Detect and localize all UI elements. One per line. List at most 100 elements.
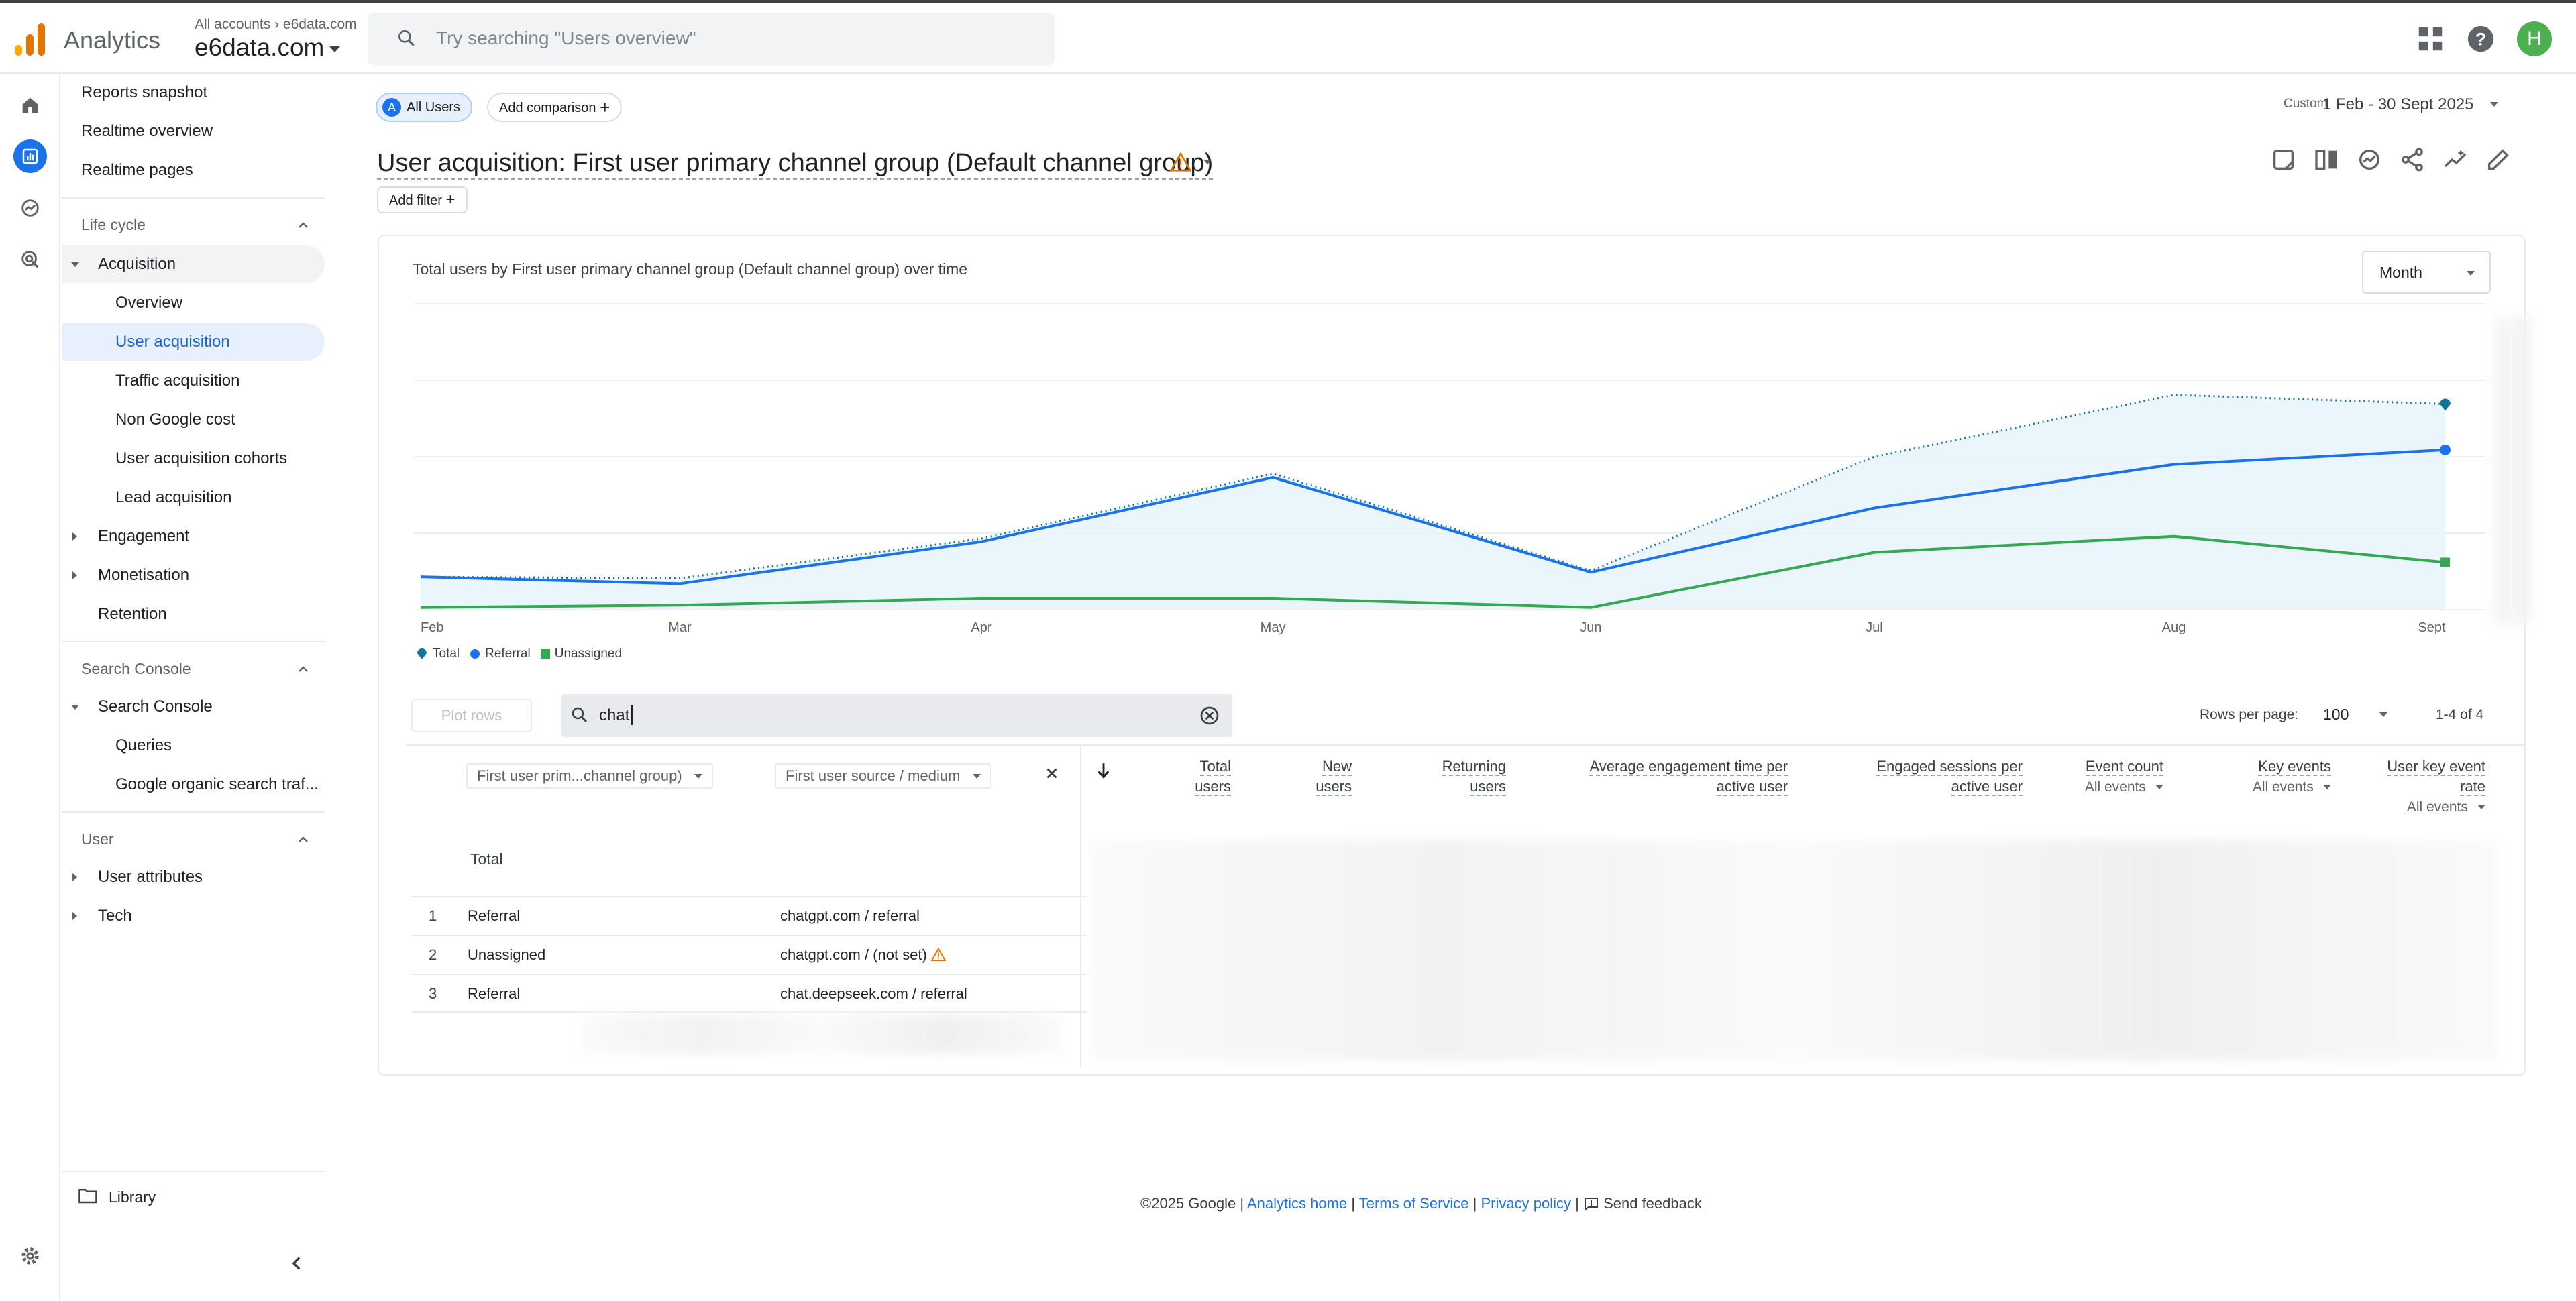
sidebar-item-overview[interactable]: Overview <box>115 294 183 312</box>
account-breadcrumb[interactable]: All accounts › e6data.com <box>195 17 357 32</box>
text-cursor <box>631 705 633 725</box>
sort-arrow-down-icon[interactable] <box>1095 760 1112 781</box>
sidebar-item-library[interactable]: Library <box>109 1188 156 1206</box>
privacy-link[interactable]: Privacy policy <box>1481 1195 1571 1212</box>
footer: ©2025 Google | Analytics home | Terms of… <box>1140 1195 1702 1212</box>
line-chart[interactable]: Feb Mar Apr May Jun Jul Aug Sept <box>406 303 2499 638</box>
sidebar-item-non-google-cost[interactable]: Non Google cost <box>115 410 235 429</box>
property-selector[interactable]: e6data.com <box>195 34 341 62</box>
event-filter-select[interactable]: All events <box>2084 779 2146 795</box>
title-caret-down-icon[interactable] <box>1203 160 1212 164</box>
apps-grid-icon[interactable] <box>2415 23 2446 54</box>
warning-icon[interactable] <box>1170 152 1191 172</box>
rows-per-page-select[interactable]: 100 <box>2323 705 2387 724</box>
caret-down-icon <box>694 774 702 779</box>
admin-gear-icon[interactable] <box>13 1239 47 1273</box>
terms-link[interactable]: Terms of Service <box>1358 1195 1469 1212</box>
divider <box>62 811 325 813</box>
chart-title: Total users by First user primary channe… <box>413 260 968 278</box>
insights-icon[interactable] <box>2356 146 2383 173</box>
x-tick-label: Jun <box>1580 620 1601 635</box>
col-event-count[interactable]: Event count All events <box>2084 758 2163 795</box>
add-filter-button[interactable]: Add filter + <box>377 186 468 213</box>
table-row[interactable]: 3 Referral chat.deepseek.com / referral <box>411 974 1087 1013</box>
table-search-input[interactable]: chat <box>561 694 1232 737</box>
help-icon[interactable]: ? <box>2465 23 2496 54</box>
col-returning-users[interactable]: Returning users <box>1442 758 1506 796</box>
col-engaged-sessions[interactable]: Engaged sessions per active user <box>1876 758 2023 796</box>
sidebar-item-acquisition[interactable]: Acquisition <box>62 245 325 283</box>
search-input[interactable]: Try searching "Users overview" <box>368 13 1055 65</box>
col-key-events[interactable]: Key events All events <box>2252 758 2331 795</box>
customize-report-icon[interactable] <box>2270 146 2297 173</box>
sidebar-item-retention[interactable]: Retention <box>98 605 167 623</box>
sidebar-item-engagement[interactable]: Engagement <box>62 518 325 555</box>
add-comparison-button[interactable]: Add comparison + <box>487 93 623 122</box>
plus-icon: + <box>600 97 610 117</box>
col-new-users[interactable]: New users <box>1316 758 1352 796</box>
caret-down-icon <box>972 774 981 779</box>
col-user-key-event-rate[interactable]: User key event rate All events <box>2387 758 2485 815</box>
table-row[interactable]: 2 Unassigned chatgpt.com / (not set) <box>411 935 1087 974</box>
divider <box>406 744 2526 746</box>
total-marker-icon <box>417 648 427 659</box>
legend-item-referral[interactable]: Referral <box>469 646 531 661</box>
remove-dimension-icon[interactable] <box>1043 765 1061 782</box>
send-feedback-button[interactable]: Send feedback <box>1583 1195 1702 1212</box>
avatar[interactable]: H <box>2517 21 2552 56</box>
sidebar-item-monetisation[interactable]: Monetisation <box>62 557 325 594</box>
point-unassigned-end <box>2440 557 2450 567</box>
trend-sparkle-icon[interactable] <box>2442 146 2469 173</box>
legend-item-unassigned[interactable]: Unassigned <box>540 646 622 661</box>
sidebar-item-traffic-acquisition[interactable]: Traffic acquisition <box>115 372 240 390</box>
comparison-chip-all-users[interactable]: A All Users <box>376 93 473 122</box>
granularity-select[interactable]: Month <box>2362 251 2491 294</box>
unassigned-marker-icon <box>540 649 550 659</box>
page-title[interactable]: User acquisition: First user primary cha… <box>377 148 1214 180</box>
sidebar-item-google-organic-search[interactable]: Google organic search traf... <box>115 775 319 793</box>
icon-rail <box>0 74 60 1301</box>
event-filter-select[interactable]: All events <box>2406 799 2468 815</box>
compare-columns-icon[interactable] <box>2313 146 2340 173</box>
dimension-select-primary[interactable]: First user prim...channel group) <box>466 763 713 789</box>
divider <box>62 1171 325 1172</box>
edit-pencil-icon[interactable] <box>2485 146 2512 173</box>
advertising-icon[interactable] <box>13 243 47 276</box>
sidebar-item-reports-snapshot[interactable]: Reports snapshot <box>81 83 208 101</box>
sidebar-item-search-console[interactable]: Search Console <box>62 688 325 726</box>
table-row[interactable]: 1 Referral chatgpt.com / referral <box>411 896 1087 935</box>
caret-down-icon <box>2477 805 2485 809</box>
home-icon[interactable] <box>13 89 47 122</box>
chevron-up-icon[interactable] <box>297 663 310 676</box>
plot-rows-button[interactable]: Plot rows <box>411 699 532 732</box>
collapse-nav-icon[interactable] <box>287 1254 306 1273</box>
sidebar-item-realtime-overview[interactable]: Realtime overview <box>81 122 213 140</box>
sidebar-item-user-acquisition-cohorts[interactable]: User acquisition cohorts <box>115 449 288 467</box>
chevron-up-icon[interactable] <box>297 833 310 846</box>
sidebar-item-user-acquisition[interactable]: User acquisition <box>62 323 325 361</box>
sidebar-item-queries[interactable]: Queries <box>115 736 172 754</box>
analytics-logo-icon[interactable] <box>15 23 46 56</box>
clear-search-icon[interactable] <box>1199 705 1220 726</box>
series-line-referral <box>420 448 2446 585</box>
legend-item-total[interactable]: Total <box>415 646 460 661</box>
date-range-picker[interactable]: 1 Feb - 30 Sept 2025 <box>2322 95 2499 114</box>
dimension-select-secondary[interactable]: First user source / medium <box>775 763 991 789</box>
col-total-users[interactable]: Total users <box>1195 758 1231 796</box>
sidebar-item-lead-acquisition[interactable]: Lead acquisition <box>115 488 232 506</box>
sidebar-item-user-attributes[interactable]: User attributes <box>62 858 325 896</box>
caret-down-icon <box>71 705 79 710</box>
share-icon[interactable] <box>2399 146 2426 173</box>
point-total-end <box>2440 398 2451 411</box>
explore-icon[interactable] <box>13 191 47 225</box>
section-user: User <box>81 830 114 848</box>
col-avg-engagement-time[interactable]: Average engagement time per active user <box>1589 758 1788 796</box>
reports-icon[interactable] <box>13 139 47 173</box>
analytics-home-link[interactable]: Analytics home <box>1246 1195 1348 1212</box>
sidebar-item-tech[interactable]: Tech <box>62 897 325 935</box>
total-row-label: Total <box>470 850 503 868</box>
sidebar-item-realtime-pages[interactable]: Realtime pages <box>81 161 193 179</box>
event-filter-select[interactable]: All events <box>2252 779 2314 795</box>
chevron-up-icon[interactable] <box>297 219 310 232</box>
warning-icon[interactable] <box>930 947 947 962</box>
